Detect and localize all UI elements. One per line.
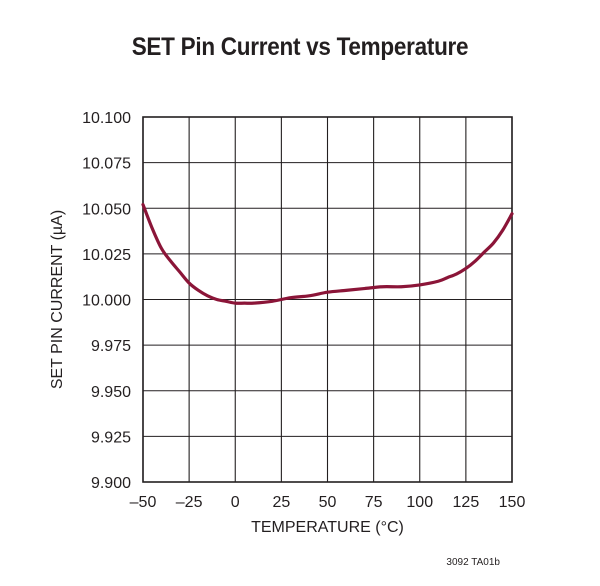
x-tick-label: 25 bbox=[272, 494, 290, 511]
x-axis-title: TEMPERATURE (°C) bbox=[251, 519, 404, 536]
x-tick-label: 125 bbox=[453, 494, 480, 511]
y-tick-label: 10.000 bbox=[82, 293, 131, 310]
y-tick-label: 10.050 bbox=[82, 201, 131, 218]
y-tick-label: 9.925 bbox=[91, 429, 131, 446]
x-tick-label: 0 bbox=[231, 494, 240, 511]
plot-frame bbox=[142, 116, 513, 483]
x-tick-label: 100 bbox=[406, 494, 433, 511]
y-tick-label: 9.950 bbox=[91, 384, 131, 401]
y-tick-label: 9.900 bbox=[91, 475, 131, 492]
grid bbox=[142, 116, 513, 483]
y-tick-label: 10.025 bbox=[82, 247, 131, 264]
x-tick-label: –50 bbox=[130, 494, 157, 511]
chart-title: SET Pin Current vs Temperature bbox=[131, 33, 469, 61]
y-axis-title: SET PIN CURRENT (µA) bbox=[49, 210, 66, 389]
x-tick-label: 50 bbox=[319, 494, 337, 511]
y-tick-label: 9.975 bbox=[91, 338, 131, 355]
x-tick-label: 150 bbox=[499, 494, 526, 511]
tick-labels: –50 –25 0 25 50 75 100 125 150 9.900 9.925 9.950 9.9… bbox=[82, 110, 525, 511]
x-tick-label: –25 bbox=[176, 494, 203, 511]
x-tick-label: 75 bbox=[365, 494, 383, 511]
series-layer bbox=[141, 203, 514, 305]
y-tick-label: 10.075 bbox=[82, 156, 131, 173]
y-tick-label: 10.100 bbox=[82, 110, 131, 127]
figure-id: 3092 TA01b bbox=[446, 557, 500, 568]
series-line bbox=[141, 203, 514, 305]
